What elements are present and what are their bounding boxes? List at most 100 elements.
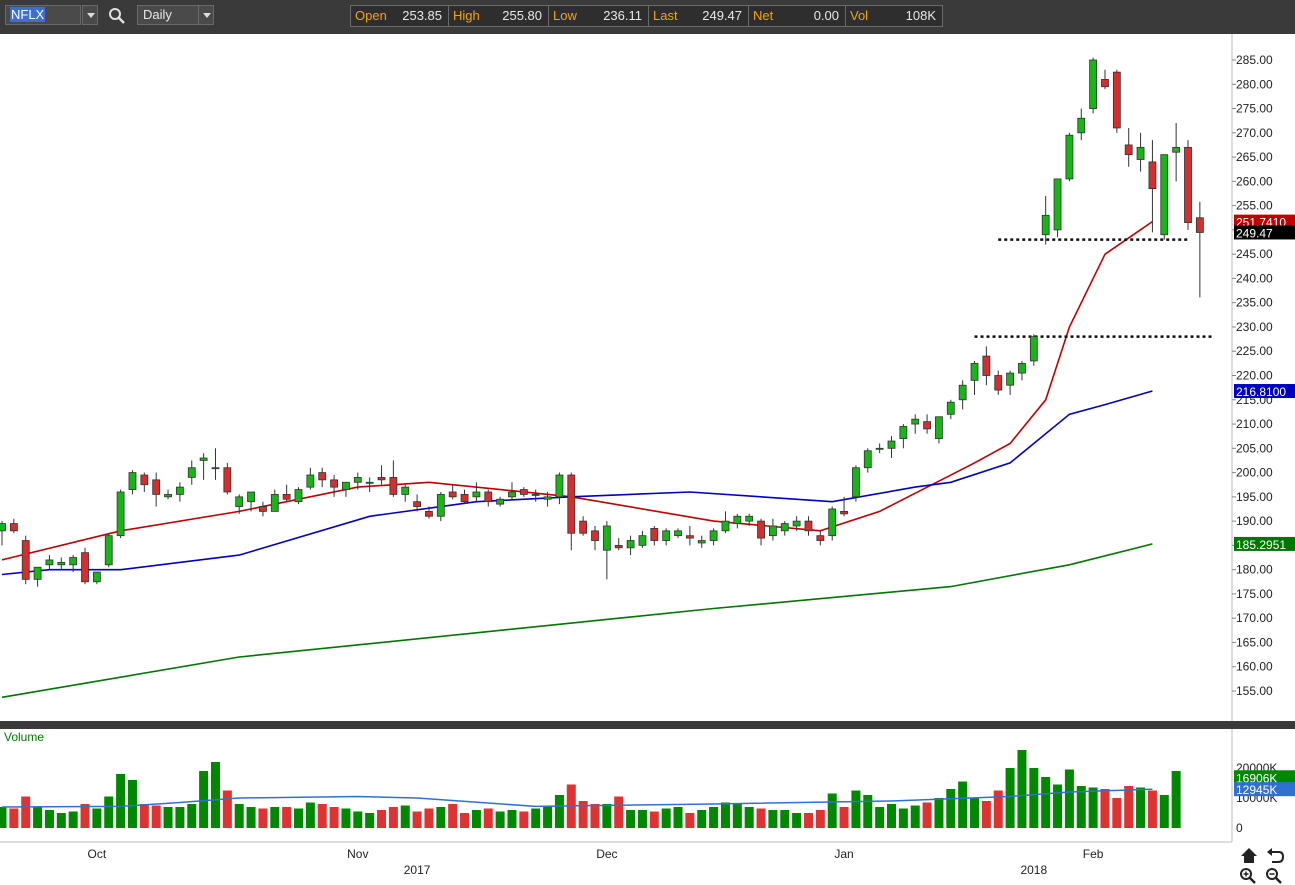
volume-bar (1064, 769, 1074, 828)
candle-body (626, 540, 635, 549)
volume-bar (946, 789, 956, 828)
volume-bar (792, 813, 802, 828)
chart-area[interactable]: 285.00 280.00 275.00 270.00 265.00 260.00 255.… (0, 34, 1295, 885)
symbol-dropdown-button[interactable] (82, 5, 98, 25)
candle (128, 470, 137, 495)
volume-bar (400, 805, 410, 828)
volume-bar (1136, 787, 1146, 828)
volume-bar (175, 807, 185, 828)
volume-bar (922, 802, 932, 828)
symbol-input[interactable]: NFLX (5, 5, 81, 25)
volume-bar (1088, 787, 1098, 828)
candle-body (674, 530, 682, 537)
volume-bar (222, 790, 232, 828)
candle-body (591, 530, 599, 541)
price-tick-label: 265.00 (1236, 150, 1273, 164)
candle (1053, 178, 1062, 238)
candle (460, 489, 469, 505)
candle-body (685, 535, 694, 539)
volume-bar (92, 808, 102, 828)
volume-bar (234, 804, 244, 828)
volume-bar (910, 805, 920, 828)
candle-body (496, 498, 505, 505)
zoom-in-icon[interactable] (1240, 868, 1256, 884)
candle-body (816, 535, 825, 541)
volume-bar (827, 793, 837, 828)
undo-icon[interactable] (1267, 848, 1285, 863)
price-tick-label: 170.00 (1236, 611, 1273, 625)
price-tick-label: 160.00 (1236, 660, 1273, 674)
period-dropdown-button[interactable] (198, 5, 214, 25)
candle-body (1148, 161, 1157, 190)
home-icon[interactable] (1241, 848, 1257, 863)
candle-body (804, 520, 813, 532)
volume-bar (139, 804, 149, 828)
candle-body (662, 530, 671, 541)
candle-body (982, 355, 991, 376)
volume-bar (151, 805, 161, 828)
price-tick-label: 165.00 (1236, 635, 1273, 649)
candle (164, 489, 172, 500)
candle-body (21, 540, 30, 580)
volume-bar (875, 807, 885, 828)
time-axis: Oct Nov Dec Jan Feb 2017 2018 (88, 847, 1104, 877)
volume-bar (127, 780, 137, 828)
candle-body (365, 481, 374, 484)
candle-body (1041, 214, 1050, 236)
period-select[interactable]: Daily (137, 5, 199, 25)
candle (958, 380, 967, 410)
month-label: Dec (596, 847, 617, 861)
volume-bar (697, 810, 707, 828)
candle-body (1101, 79, 1109, 88)
volume-bar (33, 807, 43, 828)
candle-body (377, 477, 386, 481)
candle (472, 482, 481, 502)
price-tick-label: 240.00 (1236, 271, 1273, 285)
candle-body (389, 477, 398, 495)
candle-body (840, 511, 848, 515)
volume-bar (803, 813, 813, 828)
volume-bar (1171, 771, 1181, 828)
candle (591, 525, 599, 551)
candle (353, 472, 362, 490)
candle-body (128, 472, 137, 490)
price-tick-label: 255.00 (1236, 199, 1273, 213)
candle (555, 472, 564, 505)
candle-body (1184, 146, 1192, 224)
candle (1065, 132, 1074, 182)
candle (923, 414, 931, 434)
pane-separator (0, 721, 1295, 729)
price-tick-label: 275.00 (1236, 102, 1273, 116)
volume-title: Volume (4, 730, 44, 744)
candle (187, 460, 196, 485)
volume-bar (21, 796, 31, 828)
candle-body (614, 544, 623, 549)
candle-body (259, 506, 267, 512)
candle (81, 547, 89, 585)
candle (579, 516, 588, 536)
candle-body (1195, 217, 1204, 233)
candle (508, 482, 516, 500)
candle (816, 530, 825, 546)
candle (223, 462, 232, 495)
candle (140, 472, 149, 492)
candle (1089, 57, 1098, 114)
candle-body (448, 491, 457, 498)
candle (887, 436, 896, 459)
candle (389, 460, 398, 497)
candle-body (92, 571, 101, 583)
volume-bar (187, 804, 197, 828)
candle (413, 494, 422, 512)
candle (259, 501, 267, 517)
search-icon[interactable] (108, 7, 126, 25)
volume-ma-badge: 12945K (1236, 783, 1277, 797)
candle-body (1136, 146, 1145, 160)
candle (614, 538, 623, 551)
candle (9, 518, 18, 534)
volume-bar (732, 804, 742, 828)
zoom-out-icon[interactable] (1266, 868, 1282, 884)
ma-value-badge-1-bg (1234, 384, 1295, 399)
candle (1184, 140, 1192, 230)
volume-bar (673, 807, 683, 828)
